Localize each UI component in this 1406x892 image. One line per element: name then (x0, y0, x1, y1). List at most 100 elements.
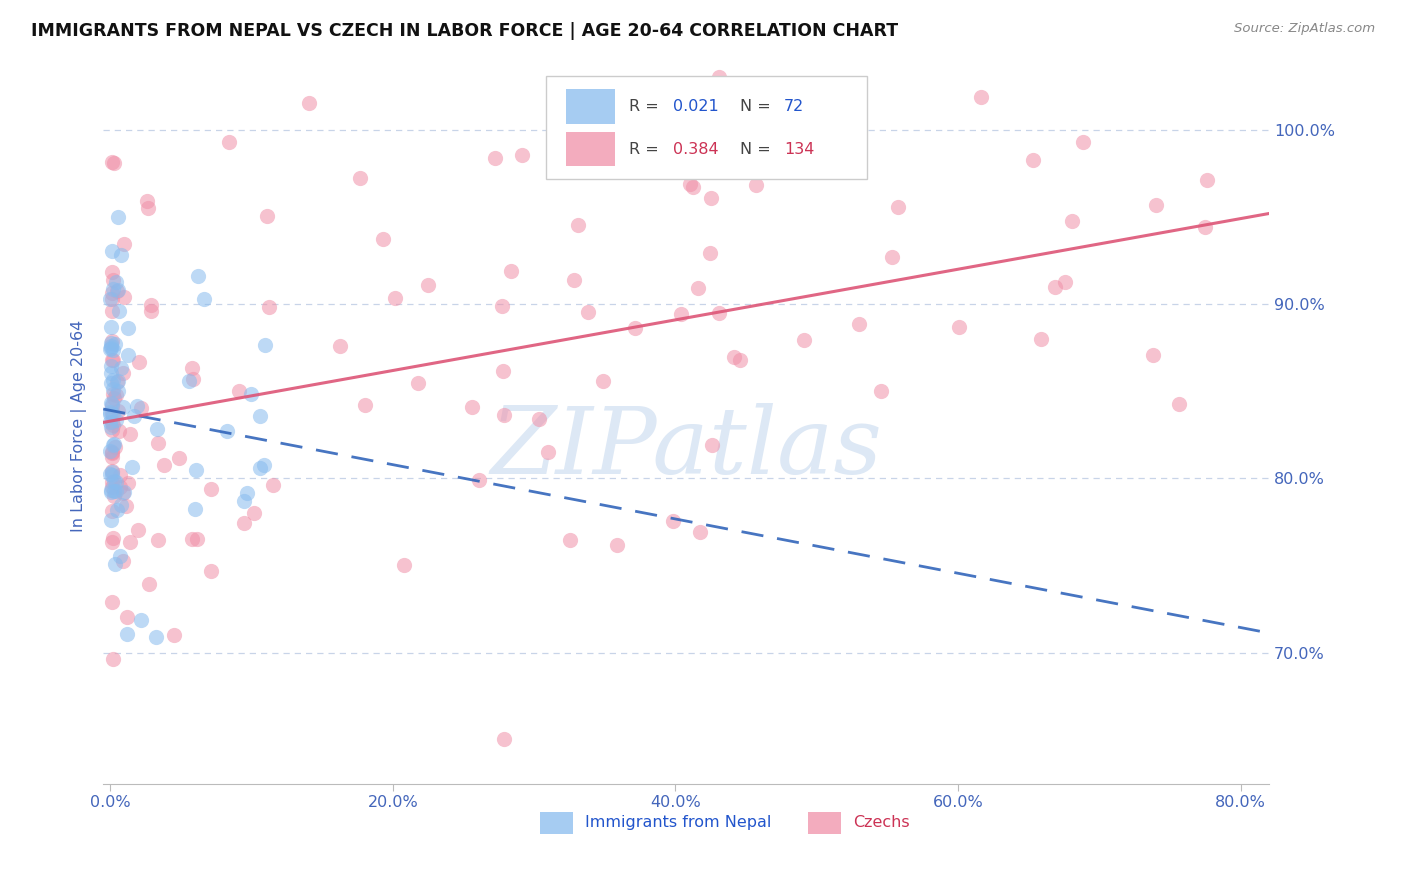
Point (120, 427, 142, 442)
Text: R =: R = (628, 99, 664, 114)
Point (100, 485, 122, 500)
Point (373, 232, 395, 246)
Point (101, 437, 124, 451)
Point (125, 399, 148, 413)
Point (494, 409, 516, 423)
Point (108, 468, 131, 483)
Point (100, 445, 122, 459)
Point (100, 376, 122, 390)
Point (218, 135, 240, 149)
Point (112, 236, 135, 251)
Point (98, 404, 121, 418)
Point (100, 483, 122, 497)
Point (101, 531, 124, 545)
Point (152, 458, 174, 473)
Point (100, 464, 122, 478)
Point (98, 407, 121, 421)
Point (100, 293, 122, 307)
Point (100, 406, 122, 420)
Point (200, 564, 222, 578)
Point (682, 180, 704, 194)
Point (253, 338, 276, 352)
Point (233, 516, 256, 530)
Point (117, 626, 139, 640)
Point (183, 502, 205, 516)
Point (948, 319, 970, 334)
Point (560, 533, 582, 547)
Point (349, 170, 371, 185)
Point (100, 339, 122, 353)
Point (1194, 220, 1216, 235)
Point (103, 417, 125, 432)
Point (232, 494, 254, 508)
Point (186, 463, 208, 477)
Point (662, 514, 685, 528)
Text: Czechs: Czechs (853, 815, 910, 830)
Point (122, 409, 145, 424)
Point (104, 337, 127, 351)
Point (101, 265, 124, 279)
Point (98, 292, 121, 306)
Point (180, 361, 202, 376)
Point (101, 382, 124, 396)
Point (491, 299, 513, 313)
Point (707, 70, 730, 85)
Point (139, 298, 162, 312)
Point (193, 293, 215, 307)
Point (728, 352, 751, 367)
Point (416, 278, 439, 293)
Point (108, 304, 131, 318)
FancyBboxPatch shape (546, 76, 866, 179)
Point (253, 458, 276, 473)
Point (111, 485, 134, 500)
Point (689, 525, 711, 540)
Point (249, 461, 271, 475)
Point (100, 535, 122, 549)
Point (107, 210, 129, 224)
Point (100, 504, 122, 518)
Point (145, 631, 167, 645)
Point (104, 413, 127, 427)
Point (468, 473, 491, 487)
Text: Immigrants from Nepal: Immigrants from Nepal (585, 815, 770, 830)
Point (136, 194, 159, 208)
Point (700, 438, 723, 452)
Point (100, 397, 122, 411)
Point (105, 502, 128, 516)
Point (98, 416, 121, 430)
Point (100, 304, 122, 318)
Point (103, 474, 125, 488)
Point (242, 506, 264, 520)
Point (118, 535, 141, 549)
Point (262, 478, 284, 492)
Point (1043, 280, 1066, 294)
Point (128, 355, 150, 369)
Point (115, 610, 138, 624)
Point (537, 445, 560, 459)
Point (108, 549, 131, 563)
Point (215, 424, 238, 438)
Point (100, 399, 122, 413)
Point (200, 482, 222, 496)
Point (100, 335, 122, 350)
Point (100, 420, 122, 434)
Point (848, 317, 870, 331)
Point (103, 155, 125, 169)
Point (353, 398, 375, 412)
Point (699, 154, 721, 169)
Point (100, 450, 122, 464)
Point (101, 423, 124, 437)
Point (110, 248, 132, 262)
Point (1168, 397, 1191, 411)
Point (669, 307, 692, 321)
Point (107, 284, 129, 298)
Point (107, 374, 129, 388)
Point (141, 304, 163, 318)
Text: 72: 72 (785, 99, 804, 114)
Point (686, 281, 709, 295)
Point (793, 333, 815, 347)
Point (117, 348, 139, 362)
Point (98, 443, 121, 458)
Point (110, 360, 132, 375)
Point (887, 200, 910, 214)
